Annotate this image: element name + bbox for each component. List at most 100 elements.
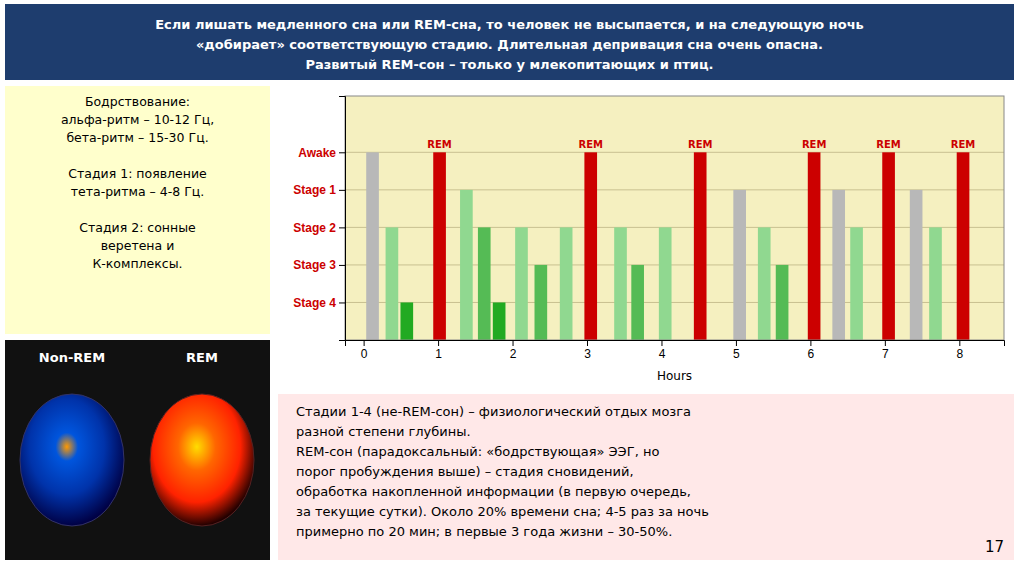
bar: [694, 152, 707, 340]
page: Если лишать медленного сна или REM-сна, …: [0, 0, 1019, 565]
bar: [758, 227, 771, 340]
x-tick-mark: [959, 340, 960, 346]
y-tick-label: Awake: [298, 146, 336, 160]
x-tick-label: 0: [361, 347, 368, 361]
title-line: Если лишать медленного сна или REM-сна, …: [155, 17, 864, 32]
text-panel: [278, 394, 1014, 560]
bar: [808, 152, 821, 340]
image-label-line: REM: [186, 350, 218, 365]
bar: [850, 227, 863, 340]
x-tick-mark: [661, 340, 662, 346]
info-text-line: тета-ритма – 4-8 Гц.: [71, 184, 205, 199]
y-tick-label: Stage 1: [293, 183, 336, 197]
bar: [560, 227, 573, 340]
title-line: «добирает» соответствующую стадию. Длите…: [196, 37, 823, 52]
x-axis-title: Hours: [657, 369, 692, 383]
info-text-line: Стадия 2: сонные: [79, 220, 196, 235]
image-label: Non-REM: [39, 350, 105, 365]
info-text-line: К-комплексы.: [92, 256, 182, 271]
bar: [584, 152, 597, 340]
bar: [929, 227, 942, 340]
annotation: REM: [802, 139, 827, 150]
bar: [515, 227, 528, 340]
bars: [366, 152, 969, 340]
bar: [631, 265, 644, 340]
bar: [493, 302, 506, 340]
x-tick-label: 5: [733, 347, 740, 361]
y-axis-line: [339, 97, 346, 341]
page-number-line: 17: [985, 538, 1004, 556]
annotation: REM: [578, 139, 603, 150]
x-axis-line: [346, 341, 1005, 347]
x-tick-label: 1: [435, 347, 442, 361]
x-tick-label: 4: [659, 347, 666, 361]
bar: [910, 190, 923, 340]
bar: [957, 152, 970, 340]
caption: Стадии 1-4 (не-REM-сон) – физиологически…: [296, 404, 709, 539]
x-tick-label: 6: [808, 347, 815, 361]
x-tick-mark: [736, 340, 737, 346]
info-text-line: Бодрствование:: [85, 94, 190, 109]
info-text-line: бета-ритм – 15-30 Гц.: [66, 130, 208, 145]
annotation: REM: [951, 139, 976, 150]
x-tick-label: 3: [584, 347, 591, 361]
x-tick-mark: [364, 340, 365, 346]
y-tick: Stage 1: [293, 183, 345, 197]
y-tick: Stage 2: [293, 221, 345, 235]
bar: [659, 227, 672, 340]
info-text-line: альфа-ритм – 10-12 Гц,: [61, 112, 214, 127]
annotation: REM: [876, 139, 901, 150]
y-tick-mark: [339, 190, 345, 191]
bar: [400, 302, 413, 340]
x-tick-label: 7: [882, 347, 889, 361]
bar: [535, 265, 548, 340]
y-tick-mark: [339, 227, 345, 228]
x-tick-mark: [513, 340, 514, 346]
x-tick: 0: [361, 340, 368, 361]
title-line: Развитый REM-сон – только у млекопитающи…: [306, 57, 714, 72]
bar: [882, 152, 895, 340]
title: Если лишать медленного сна или REM-сна, …: [155, 17, 864, 72]
page-number: 17: [985, 538, 1004, 556]
bar: [776, 265, 789, 340]
bar: [366, 152, 379, 340]
caption-line: примерно по 20 мин; в первые 3 года жизн…: [296, 524, 672, 539]
image-label: REM: [186, 350, 218, 365]
y-axis: Stage 4 Stage 3 Stage 2 Stage 1 Awake: [293, 97, 345, 341]
image-label-line: Non-REM: [39, 350, 105, 365]
bar: [478, 227, 491, 340]
y-tick-label: Stage 2: [293, 221, 336, 235]
x-tick: 7: [882, 340, 889, 361]
caption-line: Стадии 1-4 (не-REM-сон) – физиологически…: [296, 404, 691, 419]
x-tick: 2: [510, 340, 517, 361]
x-tick: 8: [956, 340, 963, 361]
y-tick-mark: [339, 152, 345, 153]
x-tick-mark: [885, 340, 886, 346]
brain-image: [150, 394, 254, 526]
caption-line: за текущие сутки). Около 20% времени сна…: [296, 504, 709, 519]
y-tick-label: Stage 3: [293, 258, 336, 272]
y-tick: Stage 4: [293, 296, 345, 310]
x-axis: 0 1 2 3 4 5 6 7 8: [346, 340, 1005, 361]
info-text-line: веретена и: [101, 238, 175, 253]
annotation: REM: [427, 139, 452, 150]
bar: [460, 190, 473, 340]
caption-line: обработка накопленной информации (в перв…: [296, 484, 691, 499]
title-background: [5, 4, 1014, 80]
bar: [733, 190, 746, 340]
y-tick: Awake: [298, 146, 345, 160]
x-tick: 6: [808, 340, 815, 361]
annotations: REM REM REM REM REM REM: [427, 139, 975, 150]
plot-frame: [345, 96, 1004, 340]
x-tick-label: 8: [956, 347, 963, 361]
image-panel: [5, 340, 270, 560]
y-tick-label: Stage 4: [293, 296, 336, 310]
bar: [832, 190, 845, 340]
caption-line: REM-сон (парадоксальный: «бодрствующая» …: [296, 444, 659, 459]
y-tick-mark: [339, 265, 345, 266]
bar: [386, 227, 399, 340]
brain-image: [20, 394, 124, 526]
x-tick-mark: [438, 340, 439, 346]
plot-background: [345, 96, 1004, 340]
annotation: REM: [688, 139, 713, 150]
